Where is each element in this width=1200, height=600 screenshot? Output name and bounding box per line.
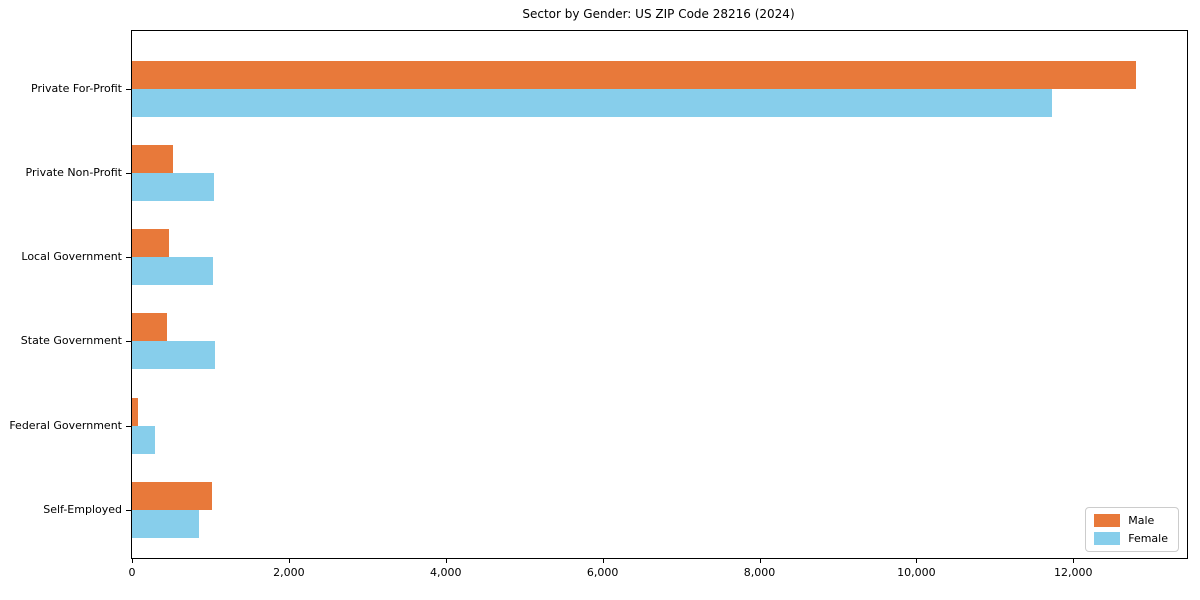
x-axis-tick-label: 2,000 [273, 566, 305, 579]
y-axis-tick [126, 89, 132, 90]
legend-item-male: Male [1094, 514, 1168, 527]
x-axis-tick-label: 0 [128, 566, 136, 579]
y-axis-tick [126, 509, 132, 511]
y-axis-tick [126, 257, 132, 259]
bar-female-private-non-profit [132, 173, 214, 202]
x-axis-tick [759, 558, 761, 563]
bar-female-state-government [132, 341, 216, 370]
y-axis-tick-label-local-government: Local Government [21, 250, 122, 264]
x-axis-tick-label: 10,000 [897, 566, 936, 579]
x-axis-tick [445, 558, 447, 563]
bar-female-federal-government [132, 425, 155, 454]
bar-male-state-government [132, 313, 168, 342]
x-axis-tick-label: 8,000 [743, 566, 776, 579]
legend-swatch-male [1094, 514, 1121, 527]
bar-male-private-non-profit [132, 145, 173, 174]
x-axis-tick [288, 558, 290, 563]
bar-male-local-government [132, 229, 169, 258]
x-axis-tick-label: 6,000 [586, 566, 619, 579]
x-axis-tick [132, 558, 133, 563]
x-axis-tick [602, 558, 604, 563]
legend-item-female: Female [1094, 532, 1168, 545]
x-axis-tick [916, 558, 918, 563]
legend-swatch-female [1094, 532, 1121, 545]
y-axis-tick-label-private-for-profit: Private For-Profit [31, 82, 122, 95]
x-axis-tick-label: 12,000 [1054, 566, 1093, 579]
plot-area: 0 2,000 4,000 6,000 8,000 10,000 12,000 Private… [9, 30, 1188, 579]
bar-male-private-for-profit [132, 61, 1136, 89]
y-axis-tick-label-self-employed: Self-Employed [43, 502, 122, 516]
y-axis-tick [126, 425, 132, 427]
y-axis-tick [126, 173, 132, 175]
bar-male-self-employed [132, 481, 212, 510]
y-axis-tick-label-federal-government: Federal Government [9, 418, 122, 432]
bar-female-self-employed [132, 509, 199, 538]
x-axis-tick [1073, 558, 1075, 563]
x-axis-tick-label: 4,000 [430, 566, 462, 579]
legend-label-male: Male [1128, 514, 1155, 527]
chart-title: Sector by Gender: US ZIP Code 28216 (202… [522, 7, 795, 21]
legend-label-female: Female [1128, 532, 1168, 545]
y-axis-tick-label-state-government: State Government [20, 334, 122, 348]
bar-female-private-for-profit [132, 89, 1053, 117]
y-axis-tick [126, 341, 132, 343]
bar-male-federal-government [132, 397, 139, 426]
legend: Male Female [1085, 507, 1179, 552]
bar-female-local-government [132, 257, 213, 286]
y-axis-tick-label-private-non-profit: Private Non-Profit [25, 166, 122, 180]
